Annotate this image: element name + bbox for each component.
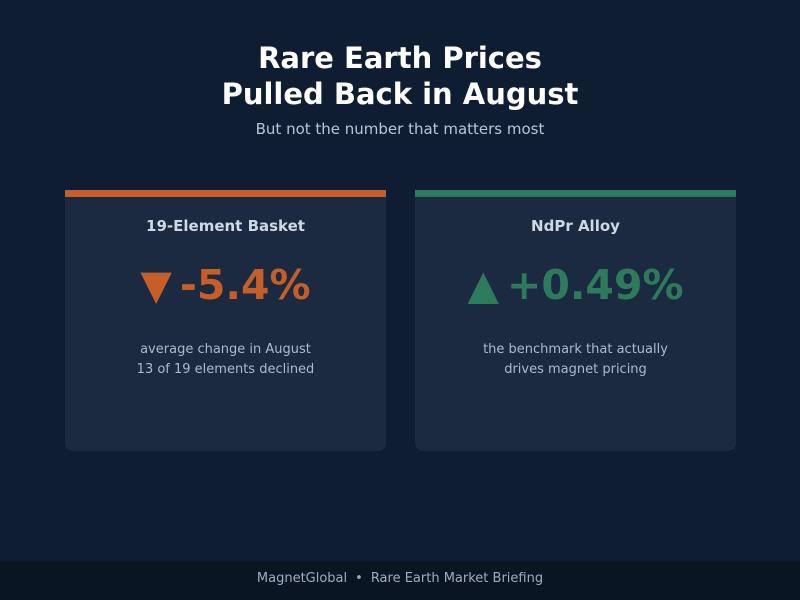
- down-arrow-icon: ▼: [140, 261, 172, 309]
- ndpr-value: +0.49%: [506, 261, 684, 309]
- footer-label: Rare Earth Market Briefing: [370, 571, 544, 586]
- page-subtitle: But not the number that matters most: [255, 120, 545, 138]
- basket-accent-bar: [65, 190, 386, 197]
- basket-card: 19-Element Basket ▼ -5.4% average change …: [65, 190, 386, 451]
- basket-value: -5.4%: [179, 261, 311, 309]
- ndpr-note: the benchmark that actually drives magne…: [415, 340, 736, 380]
- basket-heading: 19-Element Basket: [146, 217, 305, 235]
- footer-separator: •: [355, 571, 363, 586]
- ndpr-heading: NdPr Alloy: [531, 217, 620, 235]
- up-arrow-icon: ▲: [467, 261, 499, 309]
- basket-metric: ▼ -5.4%: [65, 260, 386, 310]
- ndpr-note-line-2: drives magnet pricing: [504, 362, 647, 377]
- ndpr-metric: ▲ +0.49%: [415, 260, 736, 310]
- ndpr-note-line-1: the benchmark that actually: [483, 342, 668, 357]
- basket-note-line-2: 13 of 19 elements declined: [136, 362, 315, 377]
- title-line-1: Rare Earth Prices: [258, 41, 542, 75]
- ndpr-accent-bar: [415, 190, 736, 197]
- page-title: Rare Earth Prices Pulled Back in August: [0, 40, 800, 112]
- basket-note: average change in August 13 of 19 elemen…: [65, 340, 386, 380]
- ndpr-card: NdPr Alloy ▲ +0.49% the benchmark that ac…: [415, 190, 736, 451]
- footer-brand: MagnetGlobal: [256, 571, 348, 586]
- basket-note-line-1: average change in August: [140, 342, 311, 357]
- title-line-2: Pulled Back in August: [221, 77, 579, 111]
- footer: MagnetGlobal • Rare Earth Market Briefing: [0, 562, 800, 600]
